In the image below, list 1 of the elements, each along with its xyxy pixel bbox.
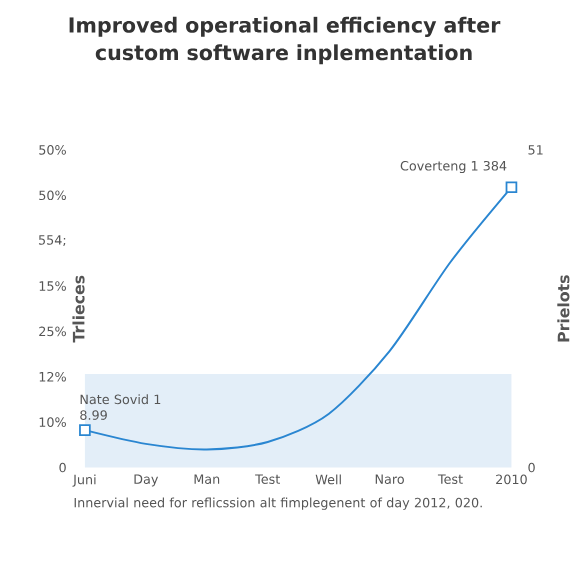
chart-title: Improved operational efficiency after custom software inplementation — [69, 16, 501, 65]
